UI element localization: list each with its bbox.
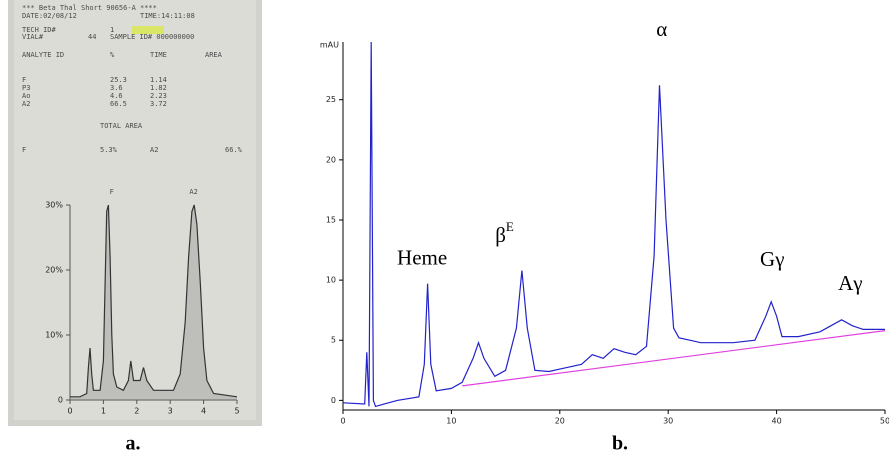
table-header: AREA bbox=[205, 51, 223, 59]
peak-label-text: F bbox=[110, 188, 114, 196]
trace bbox=[342, 41, 885, 408]
printout-line: DATE:02/08/12 bbox=[22, 12, 77, 20]
caption: a. bbox=[126, 433, 141, 455]
y-tick-label: 0 bbox=[331, 396, 336, 405]
x-tick-label: 1 bbox=[101, 407, 106, 416]
peak-label: βE bbox=[495, 219, 514, 247]
y-tick-label: 25 bbox=[326, 95, 336, 104]
table-cell: 1.14 bbox=[150, 76, 167, 84]
caption: b. bbox=[612, 433, 628, 455]
x-tick-label: 5 bbox=[234, 407, 239, 416]
peak-area bbox=[70, 205, 237, 400]
x-tick-label: 30 bbox=[663, 417, 673, 426]
summary: 66.% bbox=[225, 146, 243, 154]
printout-line: *** Beta Thal Short 90656-A **** bbox=[22, 4, 157, 12]
printout-line: TIME:14:11:08 bbox=[140, 12, 195, 20]
peak-label-text: β bbox=[495, 223, 506, 247]
table-cell: 66.5 bbox=[110, 100, 127, 108]
x-tick-label: 2 bbox=[134, 407, 139, 416]
table-cell: Ao bbox=[22, 92, 30, 100]
peak-label: F bbox=[110, 188, 114, 196]
y-tick-label: 20 bbox=[326, 155, 336, 164]
peak-label: Heme bbox=[397, 245, 447, 269]
y-tick-label: 0 bbox=[58, 396, 63, 405]
y-tick-label: 15 bbox=[326, 215, 336, 224]
y-tick-label: 20% bbox=[45, 266, 63, 275]
table-cell: 1.82 bbox=[150, 84, 167, 92]
table-cell: F bbox=[22, 76, 26, 84]
y-tick-label: 5 bbox=[331, 336, 336, 345]
peak-label-text: Heme bbox=[397, 245, 447, 269]
x-tick-label: 4 bbox=[201, 407, 206, 416]
printout-line: TECH ID# bbox=[22, 26, 57, 34]
summary: A2 bbox=[150, 146, 158, 154]
printout-line: VIAL# bbox=[22, 33, 44, 41]
table-header: % bbox=[110, 51, 115, 59]
printout-line: 1 bbox=[110, 26, 114, 34]
y-tick-label: 10% bbox=[45, 331, 63, 340]
summary: 5.3% bbox=[100, 146, 118, 154]
x-tick-label: 20 bbox=[555, 417, 565, 426]
peak-label-text: A2 bbox=[189, 188, 197, 196]
peak-label-text: Aγ bbox=[838, 271, 862, 295]
peak-label: Aγ bbox=[838, 271, 862, 295]
table-cell: 25.3 bbox=[110, 76, 127, 84]
y-axis-label: mAU bbox=[320, 41, 339, 50]
peak-label: α bbox=[656, 17, 667, 41]
x-tick-label: 40 bbox=[772, 417, 782, 426]
highlight bbox=[132, 26, 164, 34]
table-header: TIME bbox=[150, 51, 167, 59]
y-tick-label: 30% bbox=[45, 201, 63, 210]
total-label: TOTAL AREA bbox=[100, 122, 143, 130]
printout-line: 44 bbox=[88, 33, 96, 41]
peak-label-text: α bbox=[656, 17, 667, 41]
peak-label: Gγ bbox=[760, 247, 784, 271]
baseline bbox=[462, 330, 886, 387]
trace bbox=[70, 204, 238, 398]
table-cell: 3.72 bbox=[150, 100, 167, 108]
x-tick-label: 3 bbox=[168, 407, 173, 416]
y-tick-label: 10 bbox=[326, 276, 336, 285]
peak-label-text: Gγ bbox=[760, 247, 784, 271]
summary: F bbox=[22, 146, 26, 154]
paper bbox=[14, 0, 256, 420]
table-cell: 3.6 bbox=[110, 84, 123, 92]
peak-label-sup: E bbox=[506, 219, 514, 234]
printout-line: SAMPLE ID# 000000000 bbox=[110, 33, 194, 41]
x-tick-label: 0 bbox=[67, 407, 72, 416]
table-cell: 2.23 bbox=[150, 92, 167, 100]
table-cell: 4.6 bbox=[110, 92, 123, 100]
x-tick-label: 0 bbox=[340, 417, 345, 426]
table-header: ANALYTE ID bbox=[22, 51, 64, 59]
peak-label: A2 bbox=[189, 188, 197, 196]
table-cell: P3 bbox=[22, 84, 30, 92]
x-tick-label: 10 bbox=[446, 417, 456, 426]
table-cell: A2 bbox=[22, 100, 30, 108]
x-tick-label: 50 bbox=[880, 417, 889, 426]
